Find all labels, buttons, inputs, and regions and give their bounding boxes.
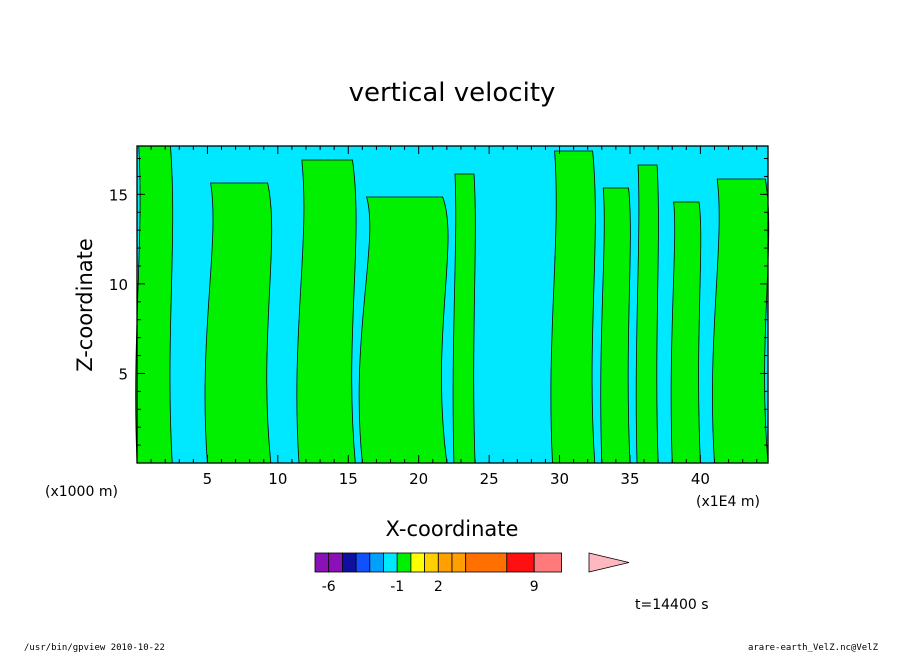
y-tick-label: 5 <box>118 365 128 383</box>
contour-region <box>452 173 476 464</box>
contour-region <box>135 145 174 464</box>
footer-right: arare-earth_VelZ.nc@VelZ <box>747 643 878 653</box>
colorbar-segment <box>369 552 384 573</box>
plot-frame <box>136 145 769 464</box>
contour-region <box>358 196 449 464</box>
x-axis-label: X-coordinate <box>386 517 519 541</box>
colorbar-segment <box>355 552 371 573</box>
y-unit-note: (x1000 m) <box>45 484 118 500</box>
colorbar-segment <box>328 552 343 573</box>
y-tick-label: 15 <box>109 186 128 204</box>
contour-field <box>135 145 770 464</box>
contour-region <box>296 159 357 464</box>
colorbar-segment <box>451 552 467 573</box>
contour-region <box>550 150 596 464</box>
x-tick-label: 5 <box>203 470 213 488</box>
x-tick-label: 30 <box>550 470 569 488</box>
colorbar-label: 9 <box>530 579 539 595</box>
time-label: t=14400 s <box>635 597 709 613</box>
colorbar-segment <box>465 552 508 573</box>
x-tick-label: 15 <box>339 470 358 488</box>
contour-region <box>635 164 659 464</box>
colorbar-segment <box>314 552 330 573</box>
y-tick-label: 10 <box>109 276 128 294</box>
contour-region <box>670 201 702 464</box>
contour-region <box>204 182 273 464</box>
colorbar-labels: -6 -1 2 9 <box>322 579 539 595</box>
colorbar-segment <box>533 552 563 573</box>
colorbar-segment <box>437 552 453 573</box>
colorbar-segment <box>424 552 439 573</box>
x-tick-label: 40 <box>691 470 710 488</box>
colorbar-label: 2 <box>434 579 443 595</box>
footer-left: /usr/bin/gpview 2010-10-22 <box>24 643 165 653</box>
x-tick-label: 25 <box>480 470 499 488</box>
contour-region <box>600 187 631 464</box>
y-axis-label: Z-coordinate <box>73 238 97 372</box>
colorbar-extend-arrow <box>588 552 630 573</box>
x-tick-label: 10 <box>268 470 287 488</box>
chart-title: vertical velocity <box>349 78 556 108</box>
colorbar-label: -6 <box>322 579 336 595</box>
x-axis-ticks: 5 10 15 20 25 30 35 40 <box>150 146 758 488</box>
colorbar-segment <box>396 552 412 573</box>
colorbar-segment <box>410 552 425 573</box>
colorbar <box>314 552 630 573</box>
colorbar-label: -1 <box>390 579 404 595</box>
plot-area: 5 10 15 20 25 30 35 40 5 10 15 <box>109 145 770 488</box>
x-tick-label: 35 <box>620 470 639 488</box>
colorbar-segment <box>341 552 357 573</box>
contour-region <box>712 178 770 464</box>
x-unit-note: (x1E4 m) <box>696 494 760 510</box>
y-axis-ticks: 5 10 15 <box>109 158 768 446</box>
colorbar-segment <box>506 552 535 573</box>
x-tick-label: 20 <box>409 470 428 488</box>
colorbar-segment <box>383 552 398 573</box>
